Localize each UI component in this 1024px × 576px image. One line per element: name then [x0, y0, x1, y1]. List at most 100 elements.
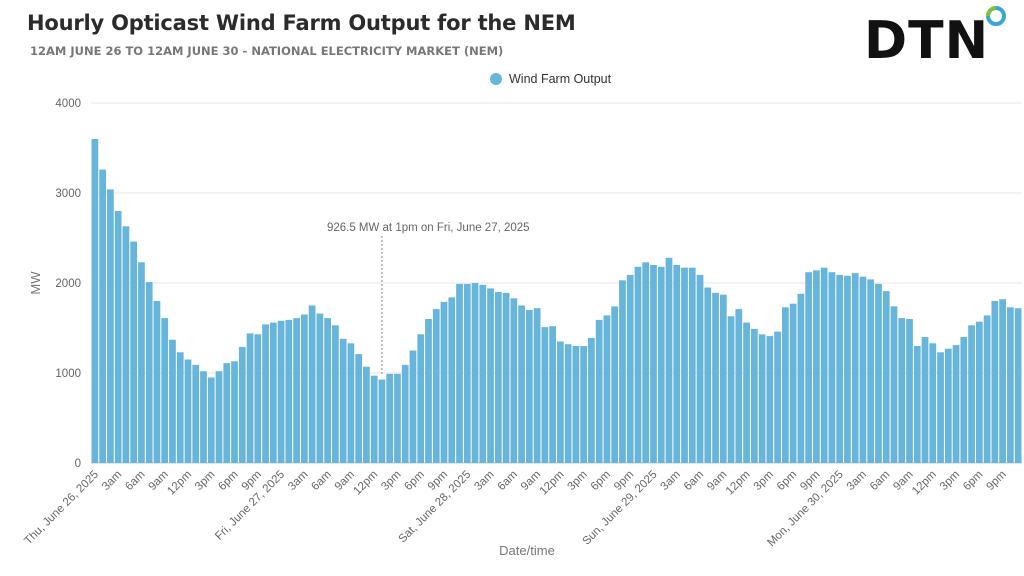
bar[interactable]: [107, 189, 114, 463]
bar[interactable]: [308, 305, 316, 464]
bar[interactable]: [518, 305, 525, 464]
bar[interactable]: [913, 346, 921, 463]
bar[interactable]: [231, 361, 238, 463]
bar[interactable]: [324, 318, 332, 463]
bar[interactable]: [991, 301, 999, 463]
bar[interactable]: [704, 287, 712, 464]
bar[interactable]: [681, 267, 688, 463]
bar[interactable]: [557, 341, 564, 464]
bar[interactable]: [269, 322, 277, 463]
bar[interactable]: [882, 291, 890, 463]
bar[interactable]: [580, 346, 588, 463]
bar[interactable]: [789, 303, 797, 463]
bar[interactable]: [394, 373, 401, 463]
bar[interactable]: [207, 377, 215, 464]
bar[interactable]: [316, 313, 324, 463]
bar[interactable]: [657, 266, 665, 463]
bar[interactable]: [564, 344, 572, 463]
bar[interactable]: [370, 375, 378, 463]
bar[interactable]: [277, 320, 285, 463]
chart-legend[interactable]: Wind Farm Output: [490, 72, 612, 86]
bar[interactable]: [797, 293, 805, 463]
bar[interactable]: [836, 274, 844, 463]
bar[interactable]: [851, 273, 859, 463]
bar[interactable]: [968, 325, 975, 463]
bar[interactable]: [712, 292, 719, 463]
bar[interactable]: [525, 310, 533, 463]
bar[interactable]: [743, 322, 750, 463]
bar[interactable]: [176, 352, 184, 463]
bar[interactable]: [339, 338, 347, 463]
bar[interactable]: [355, 354, 363, 463]
bar[interactable]: [138, 262, 145, 463]
bar[interactable]: [332, 325, 339, 463]
bar[interactable]: [99, 169, 107, 463]
bar[interactable]: [541, 327, 549, 463]
bar[interactable]: [975, 321, 983, 463]
bar[interactable]: [921, 337, 929, 463]
bar[interactable]: [238, 346, 246, 463]
bar[interactable]: [906, 319, 913, 463]
bar[interactable]: [440, 301, 448, 463]
bar[interactable]: [750, 328, 758, 463]
bar[interactable]: [952, 345, 960, 463]
bar[interactable]: [456, 283, 463, 463]
bar[interactable]: [813, 270, 820, 463]
bar[interactable]: [603, 315, 611, 463]
bar[interactable]: [673, 265, 681, 463]
bar[interactable]: [642, 262, 650, 463]
bar[interactable]: [999, 299, 1006, 463]
bar[interactable]: [487, 288, 494, 463]
bar[interactable]: [774, 331, 781, 463]
bar[interactable]: [417, 334, 425, 463]
bar[interactable]: [254, 334, 262, 463]
bar[interactable]: [223, 363, 231, 463]
bar[interactable]: [929, 343, 937, 463]
bar[interactable]: [463, 283, 471, 463]
bar[interactable]: [502, 292, 510, 463]
bar[interactable]: [867, 279, 875, 463]
bar[interactable]: [727, 316, 735, 463]
bar[interactable]: [91, 139, 99, 463]
bar[interactable]: [820, 267, 828, 463]
bar[interactable]: [293, 318, 300, 463]
bar[interactable]: [432, 309, 440, 463]
bar[interactable]: [626, 274, 634, 463]
bar[interactable]: [758, 334, 766, 463]
bar[interactable]: [192, 364, 200, 463]
bar[interactable]: [898, 318, 906, 463]
bar[interactable]: [634, 266, 642, 463]
bar[interactable]: [363, 366, 370, 463]
bar[interactable]: [378, 379, 386, 463]
bar[interactable]: [285, 319, 293, 463]
bar[interactable]: [169, 339, 176, 463]
bar[interactable]: [1014, 308, 1022, 463]
bar[interactable]: [262, 324, 269, 463]
bar[interactable]: [215, 371, 223, 463]
bar[interactable]: [184, 359, 192, 464]
bar[interactable]: [114, 211, 122, 463]
bar[interactable]: [300, 314, 308, 464]
bar[interactable]: [944, 348, 952, 463]
bar[interactable]: [425, 319, 432, 463]
bar[interactable]: [494, 292, 502, 463]
bar[interactable]: [448, 297, 456, 463]
bar[interactable]: [145, 282, 153, 463]
bar[interactable]: [347, 343, 355, 463]
bar[interactable]: [665, 257, 673, 463]
bar[interactable]: [200, 371, 207, 463]
bar[interactable]: [479, 284, 487, 463]
bar[interactable]: [859, 276, 867, 463]
bar[interactable]: [1006, 307, 1014, 463]
bar[interactable]: [572, 346, 580, 463]
bar[interactable]: [588, 337, 595, 463]
bar[interactable]: [781, 307, 789, 463]
bar[interactable]: [735, 309, 743, 463]
bar[interactable]: [611, 306, 619, 463]
bar[interactable]: [983, 315, 991, 463]
bar[interactable]: [828, 272, 836, 463]
bar[interactable]: [875, 283, 882, 463]
bar[interactable]: [161, 318, 169, 463]
bar[interactable]: [890, 306, 898, 463]
bar[interactable]: [805, 272, 813, 463]
